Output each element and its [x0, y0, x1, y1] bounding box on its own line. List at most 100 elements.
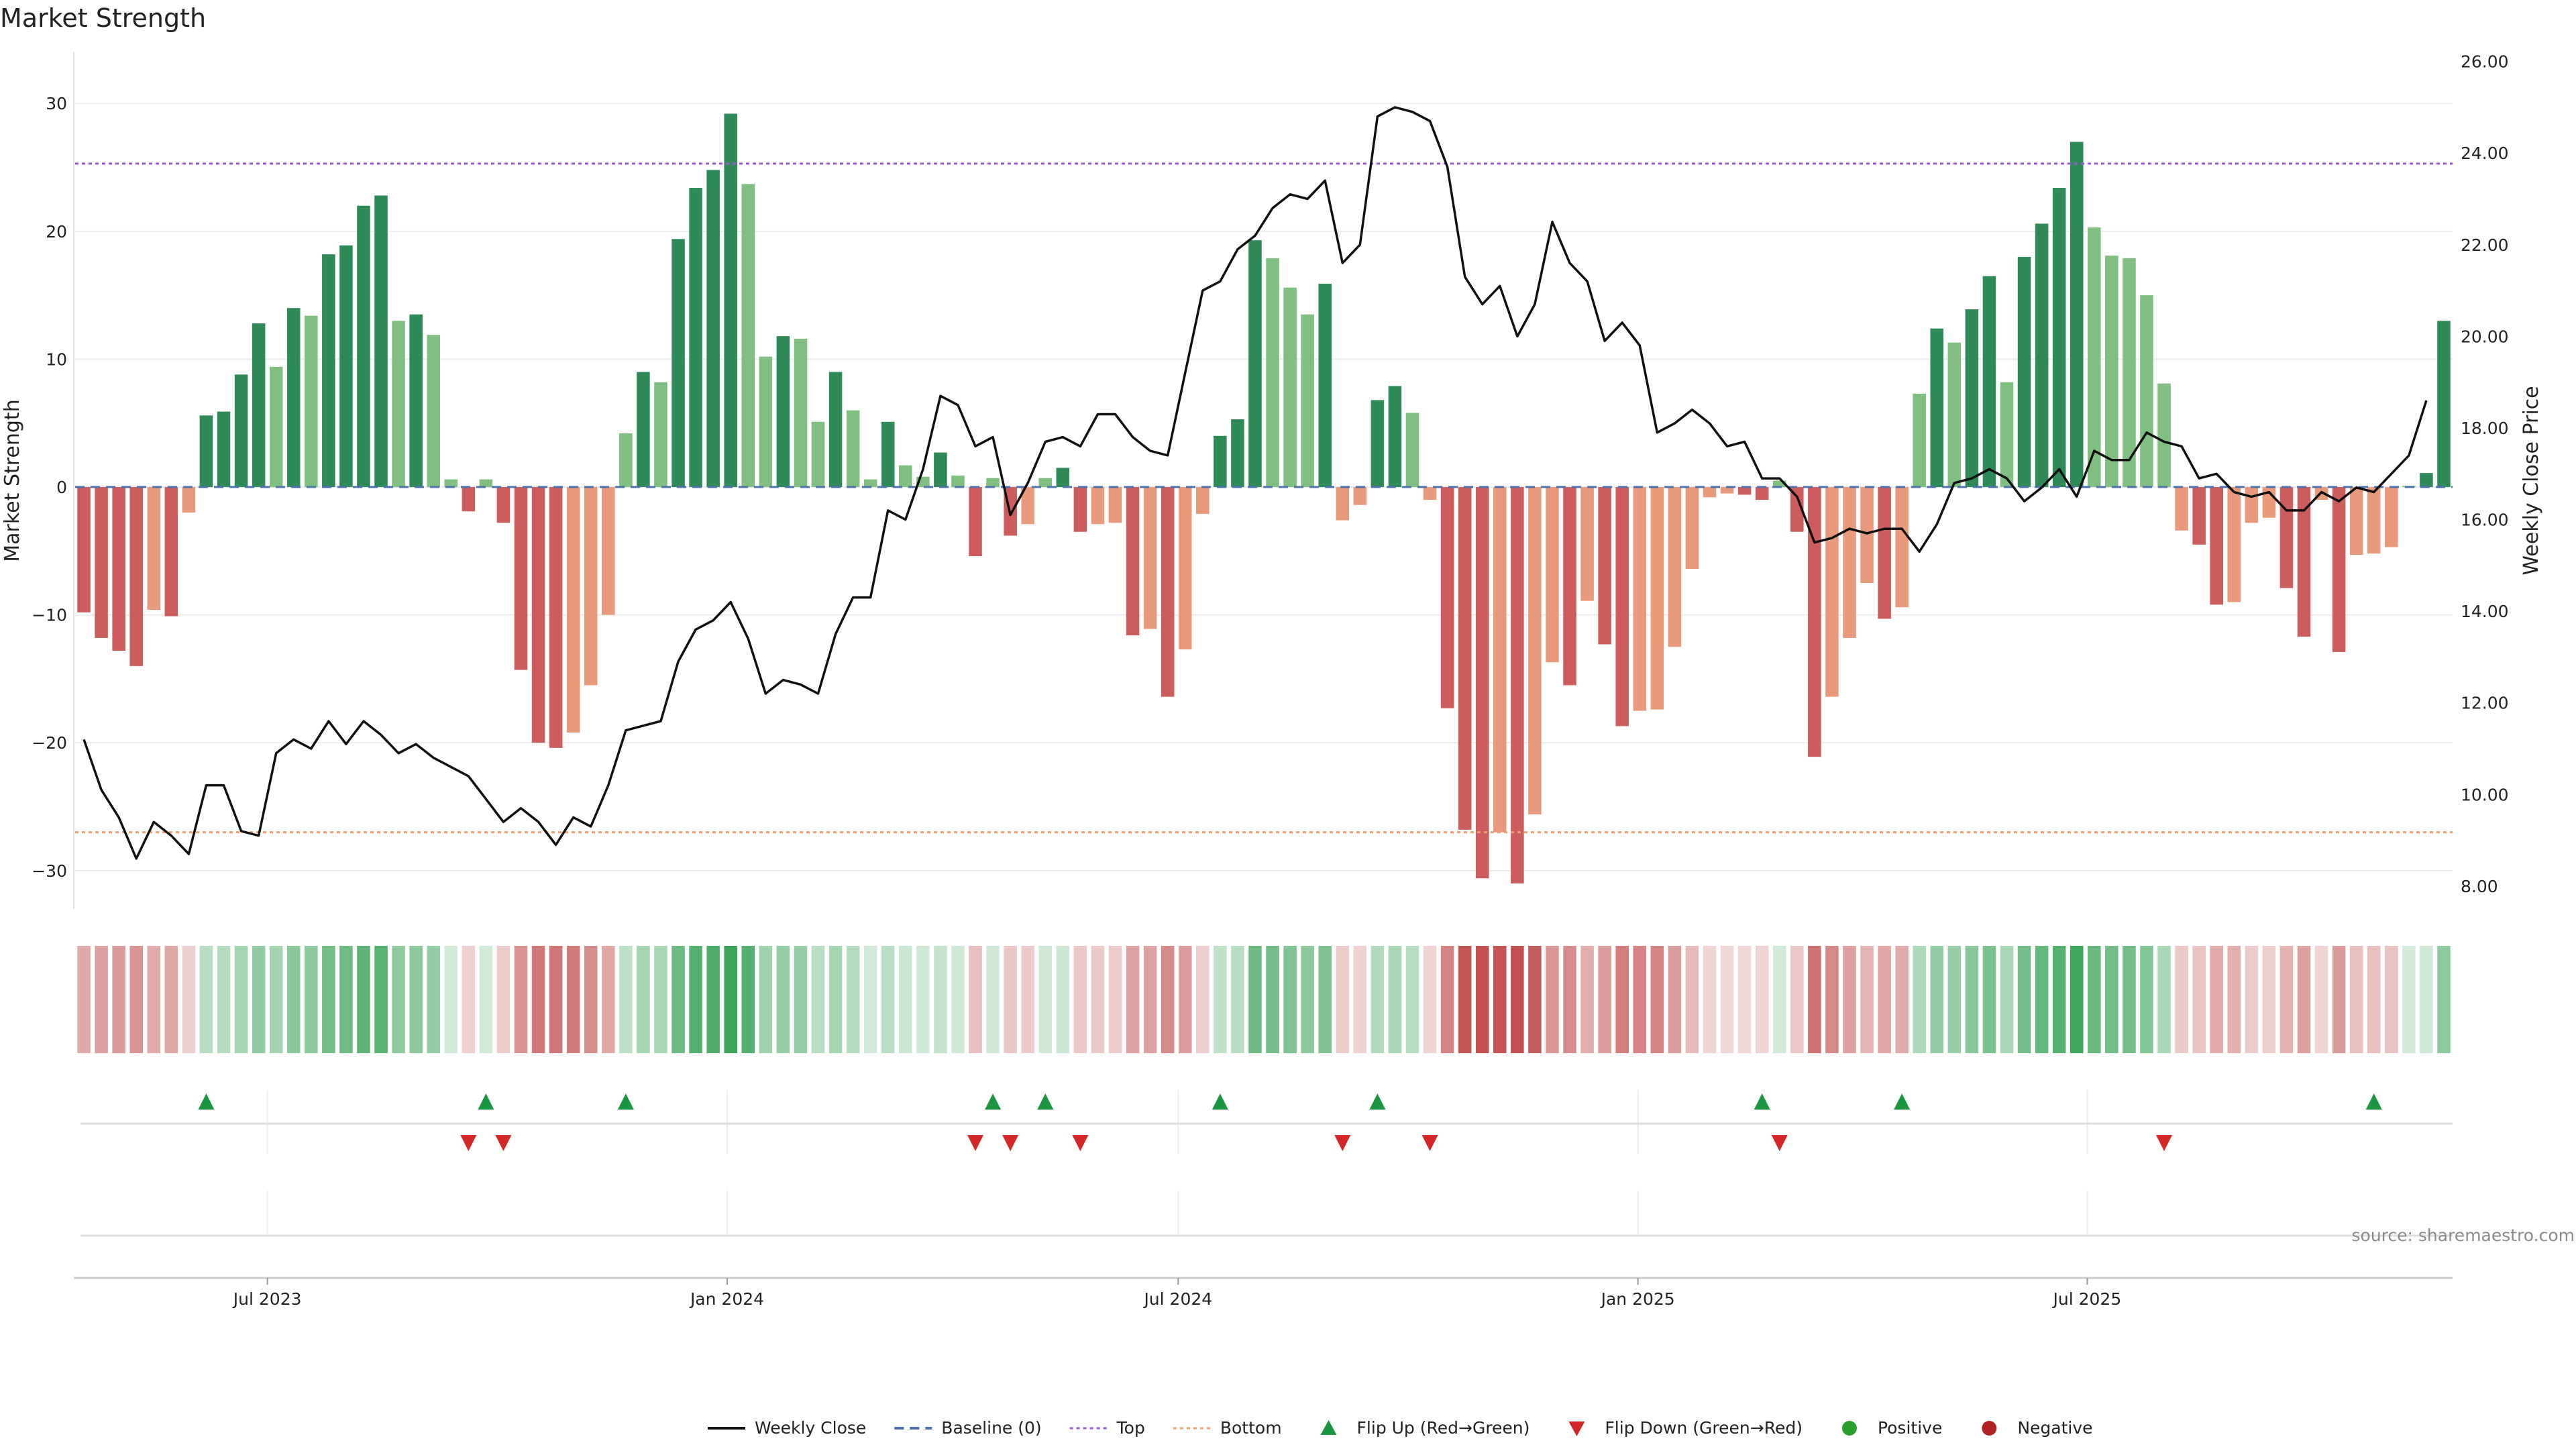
- strength-bar: [1703, 487, 1717, 498]
- heat-cell: [2052, 946, 2066, 1053]
- strength-bar: [1371, 400, 1385, 488]
- heat-cell: [1843, 946, 1856, 1053]
- strength-bar: [1248, 240, 1262, 488]
- heat-cell: [462, 946, 476, 1053]
- legend-label: Positive: [1878, 1418, 1942, 1438]
- strength-bar: [1126, 487, 1140, 636]
- strength-bar: [566, 487, 580, 733]
- heat-cell: [1528, 946, 1542, 1053]
- heat-cell: [776, 946, 790, 1053]
- flip-down-marker: [1072, 1135, 1089, 1151]
- strength-bar: [1563, 487, 1576, 686]
- heat-cell: [444, 946, 458, 1053]
- heat-cell: [164, 946, 178, 1053]
- strength-bar: [637, 372, 650, 488]
- strength-bar: [2420, 473, 2433, 488]
- heat-cell: [2437, 946, 2451, 1053]
- heat-cell: [1737, 946, 1752, 1053]
- y2-tick-label: 8.00: [2461, 877, 2498, 896]
- heat-cell: [2420, 946, 2433, 1053]
- heat-cell: [1283, 946, 1297, 1053]
- heat-cell: [811, 946, 825, 1053]
- strength-bar: [1475, 487, 1489, 879]
- strength-bar: [1843, 487, 1856, 638]
- heat-cell: [514, 946, 528, 1053]
- heat-cell: [1895, 946, 1909, 1053]
- strength-bar: [147, 487, 161, 610]
- strength-bar: [794, 338, 808, 488]
- heat-cell: [182, 946, 196, 1053]
- strength-bar: [234, 374, 248, 488]
- y2-tick-label: 14.00: [2461, 602, 2509, 621]
- heat-cell: [95, 946, 108, 1053]
- strength-bar: [2279, 487, 2294, 588]
- y2-tick-label: 22.00: [2461, 235, 2509, 255]
- strength-bar: [1685, 487, 1699, 570]
- heat-cell: [1091, 946, 1105, 1053]
- heat-cell: [1633, 946, 1647, 1053]
- strength-bar: [77, 487, 91, 612]
- heat-cell: [1720, 946, 1734, 1053]
- strength-bar: [1073, 487, 1087, 532]
- heat-cell: [269, 946, 283, 1053]
- heat-cell: [392, 946, 405, 1053]
- heat-cell: [2000, 946, 2014, 1053]
- flip-up-marker: [1754, 1093, 1770, 1110]
- strength-bar: [531, 487, 545, 743]
- heat-cell: [1668, 946, 1682, 1053]
- heat-cell: [1511, 946, 1524, 1053]
- heat-cell: [1004, 946, 1017, 1053]
- strength-bar: [2000, 382, 2014, 488]
- strength-bar: [2123, 258, 2136, 488]
- heat-cell: [496, 946, 511, 1053]
- heat-cell: [2175, 946, 2188, 1053]
- flip-up-marker: [198, 1093, 215, 1110]
- strength-bar: [1930, 328, 1944, 488]
- strength-bar: [2349, 487, 2363, 555]
- legend-label: Bottom: [1220, 1418, 1282, 1438]
- heat-cell: [1772, 946, 1786, 1053]
- strength-bar: [496, 487, 511, 523]
- strength-bar: [1440, 487, 1454, 708]
- axis-ticks: 30 20 10 0 −10 −20 −30 26.00 24.00 22.00 20.00 18.0…: [32, 52, 2508, 1309]
- strength-bar: [1178, 487, 1192, 650]
- strength-bar: [1336, 487, 1350, 521]
- strength-bar: [1615, 487, 1629, 727]
- strength-bar: [2088, 227, 2101, 488]
- flip-up-marker: [617, 1093, 634, 1110]
- heat-cell: [654, 946, 667, 1053]
- strength-bar: [112, 487, 125, 651]
- strength-bar: [969, 487, 982, 556]
- strength-bar: [1318, 283, 1332, 488]
- heat-cell: [2070, 946, 2084, 1053]
- heat-cell: [881, 946, 895, 1053]
- heat-cell: [724, 946, 737, 1053]
- heat-cell: [1266, 946, 1279, 1053]
- strength-bar: [1947, 342, 1962, 488]
- strength-bar: [706, 170, 720, 488]
- strength-bar: [759, 356, 773, 488]
- y2-tick-label: 10.00: [2461, 785, 2509, 804]
- heat-cell: [2227, 946, 2241, 1053]
- heat-cell: [969, 946, 982, 1053]
- flip-down-marker: [1002, 1135, 1019, 1151]
- y2-tick-label: 12.00: [2461, 694, 2509, 713]
- strength-bar: [741, 184, 755, 488]
- strength-bar: [305, 315, 318, 488]
- weekly-close-line: [83, 106, 2428, 860]
- heat-cell: [1108, 946, 1122, 1053]
- strength-bar: [881, 421, 895, 488]
- heat-cell: [951, 946, 965, 1053]
- strength-bar: [1108, 487, 1122, 523]
- heat-cell: [1405, 946, 1419, 1053]
- heat-cell: [1161, 946, 1175, 1053]
- strength-bar: [1405, 413, 1419, 488]
- strength-bar: [374, 195, 388, 488]
- x-tick-label: Jan 2025: [1600, 1289, 1675, 1309]
- strength-bar: [164, 487, 178, 616]
- legend-label: Flip Down (Green→Red): [1605, 1418, 1803, 1438]
- strength-bar: [1878, 487, 1891, 619]
- legend-label: Baseline (0): [941, 1418, 1041, 1438]
- strength-bar: [1493, 487, 1507, 833]
